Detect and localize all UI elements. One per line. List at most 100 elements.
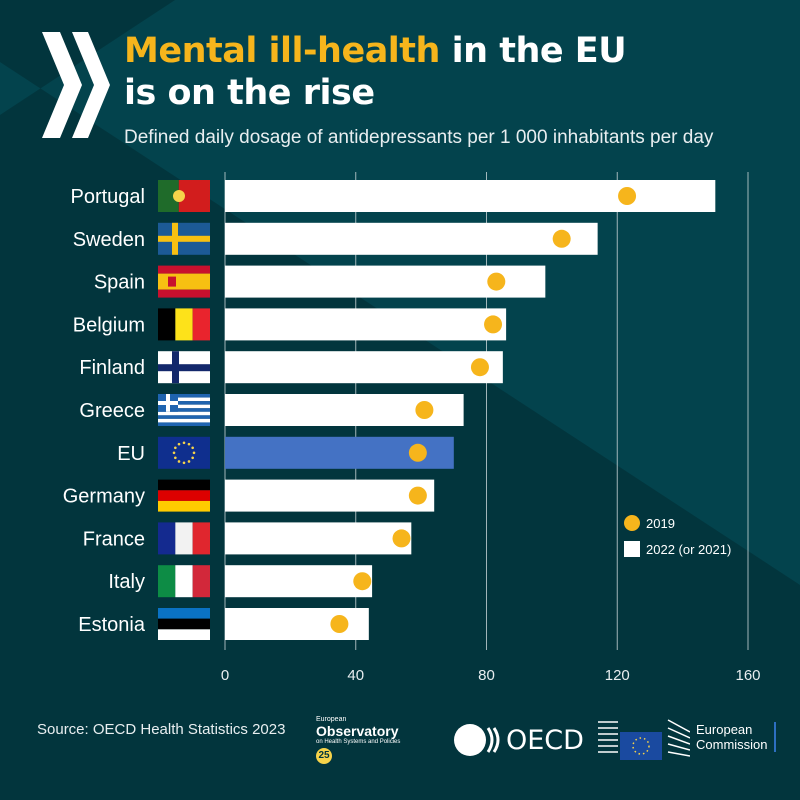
flag-stripe: [158, 394, 210, 398]
title-highlight: Mental ill-health: [124, 31, 440, 71]
oecd-text: OECD: [506, 724, 584, 756]
flag-stripe: [175, 522, 193, 555]
flag-stripe: [158, 490, 210, 501]
flag-cross: [158, 364, 210, 372]
european-commission-logo: European Commission: [598, 712, 776, 762]
bar-belgium: [225, 308, 507, 341]
x-tick-label: 40: [347, 667, 364, 684]
subtitle: Defined daily dosage of antidepressants …: [124, 127, 714, 148]
flag-star: [172, 451, 176, 455]
flag-stripe: [158, 608, 210, 619]
dot-2019-belgium: [484, 315, 503, 334]
flag-stripe: [175, 308, 193, 341]
flag-emblem: [173, 190, 185, 202]
bar-france: [225, 522, 412, 555]
category-label: Sweden: [73, 229, 145, 251]
flag-star: [174, 446, 177, 450]
dot-2019-germany: [408, 486, 427, 505]
flag-stripe: [192, 308, 210, 341]
dot-2019-estonia: [330, 615, 349, 633]
flag-stripe: [158, 500, 210, 512]
flag-stripe: [158, 273, 210, 290]
ec-line2: Commission: [696, 737, 768, 752]
dot-2019-portugal: [618, 187, 637, 205]
category-label: EU: [117, 443, 145, 465]
flag-stripe: [158, 415, 210, 419]
flag-stripe: [158, 411, 210, 416]
flag-star: [177, 460, 181, 463]
category-label: Italy: [108, 571, 145, 593]
title-line1: in the EU: [439, 31, 627, 71]
dot-2019-finland: [470, 358, 489, 377]
flag-stripe: [158, 408, 210, 412]
flag-star: [182, 441, 186, 445]
bar-portugal: [225, 180, 716, 212]
legend-label-2022: 2022 (or 2021): [646, 542, 731, 557]
legend-swatch-2022: [624, 541, 640, 557]
flag-stripe: [158, 180, 179, 212]
page-title: Mental ill-health in the EU is on the ri…: [124, 30, 627, 114]
anniversary-badge: 25: [316, 748, 332, 764]
category-label: Germany: [63, 486, 145, 508]
flag-stripe: [158, 308, 176, 341]
chevron-icon: [42, 32, 82, 138]
category-label: Belgium: [73, 314, 145, 336]
flag-star: [191, 446, 194, 450]
flag-stripe: [158, 479, 210, 491]
flag-stripe: [158, 289, 210, 298]
flag-star: [191, 456, 194, 460]
flag-star: [187, 460, 191, 463]
flag-star: [182, 461, 186, 465]
flag-star: [187, 442, 191, 446]
category-label: Estonia: [78, 614, 146, 636]
title-line2: is on the rise: [124, 73, 375, 113]
chevron-icon: [72, 32, 110, 138]
oecd-logo: OECD: [452, 722, 584, 758]
bar-sweden: [225, 222, 598, 255]
ec-line1: European: [696, 722, 753, 737]
flag-stripe: [158, 629, 210, 640]
flag-stripe: [158, 397, 210, 402]
flag-stripe: [158, 618, 210, 630]
category-label: Portugal: [71, 186, 146, 208]
ec-building-icon: [598, 719, 690, 760]
flag-cross: [158, 235, 210, 242]
legend-label-2019: 2019: [646, 516, 675, 531]
x-tick-label: 160: [735, 667, 760, 684]
legend-dot-2019: [624, 515, 640, 531]
observatory-line2: Observatory: [316, 723, 399, 739]
category-label: France: [83, 528, 145, 550]
flag-stripe: [158, 565, 176, 598]
flag-star: [177, 442, 181, 446]
flag-stripe: [158, 265, 210, 274]
observatory-line3: on Health Systems and Policies: [316, 739, 401, 745]
x-tick-label: 120: [605, 667, 630, 684]
dot-2019-france: [392, 529, 411, 548]
flag-stripe: [158, 422, 210, 426]
flag-stripe: [158, 418, 210, 423]
flag-stripe: [192, 522, 210, 555]
bar-italy: [225, 565, 373, 598]
flag-stripe: [158, 404, 210, 409]
category-label: Greece: [79, 400, 145, 422]
flag-emblem: [168, 276, 176, 287]
category-label: Finland: [79, 357, 145, 379]
dot-2019-greece: [415, 401, 434, 419]
bar-finland: [225, 351, 503, 384]
flag-star: [192, 451, 196, 455]
dot-2019-sweden: [552, 229, 571, 248]
dot-2019-spain: [487, 272, 506, 291]
category-label: Spain: [94, 272, 145, 294]
x-tick-label: 0: [221, 667, 229, 684]
globe-icon: [454, 724, 500, 756]
observatory-logo: European Observatory on Health Systems a…: [316, 716, 436, 764]
dot-2019-eu: [408, 443, 427, 462]
flag-stripe: [158, 522, 176, 555]
bar-germany: [225, 479, 435, 512]
flag-stripe: [158, 401, 210, 405]
source-note: Source: OECD Health Statistics 2023: [37, 721, 286, 738]
x-tick-label: 80: [478, 667, 495, 684]
flag-star: [174, 456, 177, 460]
flag-stripe: [192, 565, 210, 598]
